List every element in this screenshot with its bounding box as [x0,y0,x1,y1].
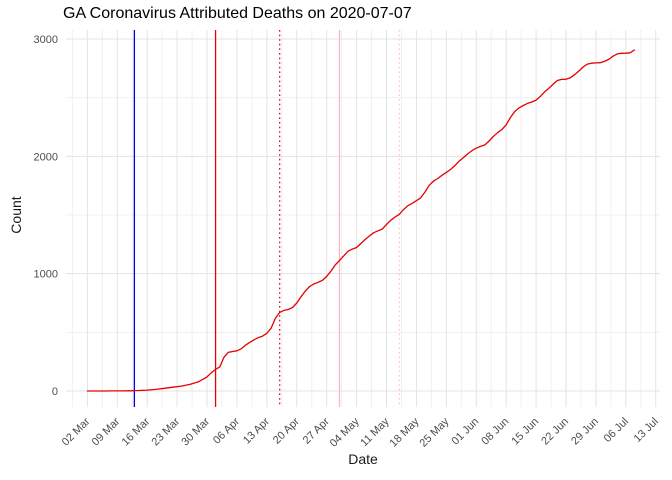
x-tick-label: 13 Apr [241,415,272,446]
x-tick-label: 20 Apr [271,415,302,446]
x-tick-label: 06 Apr [211,415,242,446]
y-tick-label: 2000 [34,151,58,163]
x-tick-label: 11 May [358,415,392,449]
chart-title: GA Coronavirus Attributed Deaths on 2020… [63,5,412,22]
x-tick-label: 23 Mar [150,415,183,448]
x-tick-label: 22 Jun [539,416,571,448]
x-tick-label: 04 May [328,415,362,449]
x-tick-label: 25 May [417,415,451,449]
y-tick-label: 3000 [34,34,58,46]
x-tick-label: 18 May [388,415,422,449]
y-axis-title: Count [8,196,24,234]
series-line-cumulative-attributed-deaths [86,49,636,392]
x-tick-label: 13 Jul [632,416,661,445]
x-axis-title: Date [348,451,378,467]
y-tick-label: 1000 [34,269,58,281]
x-tick-label: 08 Jun [479,416,511,448]
x-tick-label: 15 Jun [509,416,541,448]
x-tick-label: 01 Jun [450,416,482,448]
x-tick-label: 06 Jul [602,416,631,445]
x-tick-label: 30 Mar [179,415,212,448]
y-tick-label: 0 [52,386,58,398]
x-tick-label: 29 Jun [569,416,601,448]
x-tick-label: 09 Mar [90,415,123,448]
x-tick-label: 02 Mar [60,415,93,448]
x-tick-label: 16 Mar [120,415,153,448]
